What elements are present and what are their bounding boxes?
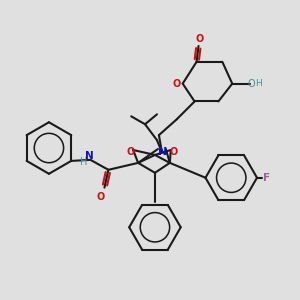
Text: H: H [80, 157, 87, 167]
Text: N: N [85, 151, 94, 161]
Text: O: O [96, 192, 105, 202]
Text: O: O [126, 147, 134, 157]
Text: O: O [172, 79, 181, 88]
Text: O: O [170, 147, 178, 157]
Text: O: O [247, 79, 255, 88]
Text: F: F [263, 173, 270, 183]
Text: H: H [255, 79, 262, 88]
Text: N: N [158, 147, 167, 157]
Text: O: O [195, 34, 204, 44]
